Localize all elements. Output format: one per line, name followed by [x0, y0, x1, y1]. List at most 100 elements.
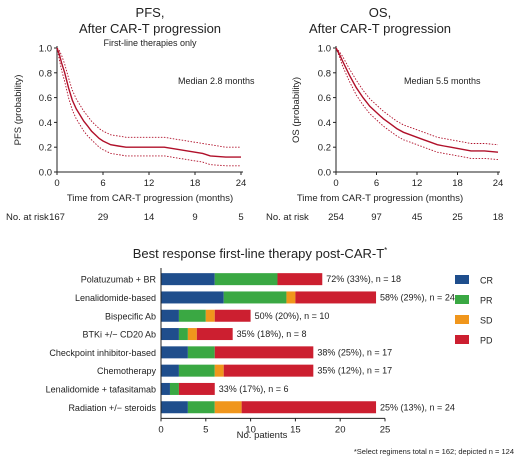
legend-swatch-pd: [455, 335, 469, 344]
legend-label-pd: PD: [480, 336, 493, 346]
bar-chart-title-text: Best response first-line therapy post-CA…: [133, 246, 384, 261]
category-label: Radiation +/− steroids: [68, 403, 156, 413]
bar-segment-sd: [205, 309, 215, 322]
bar-x-tick-label: 15: [290, 424, 301, 435]
os-y-tick-label: 0.6: [318, 93, 331, 104]
pfs-y-axis-label: PFS (probability): [13, 75, 24, 146]
pfs-title: PFS,: [136, 5, 165, 20]
pfs-at-risk-value: 167: [49, 212, 65, 223]
pfs-lower-curve: [56, 47, 241, 167]
pfs-upper-curve: [56, 47, 241, 148]
os-y-tick-label: 0.8: [318, 68, 331, 79]
pfs-x-tick-label: 12: [144, 178, 155, 189]
bar-value-label: 25% (13%), n = 24: [380, 402, 455, 412]
legend-swatch-sd: [455, 315, 469, 324]
os-at-risk-value: 25: [452, 212, 463, 223]
bar-segment-cr: [161, 273, 215, 286]
bar-value-label: 33% (17%), n = 6: [219, 384, 289, 394]
pfs-at-risk-value: 14: [144, 212, 155, 223]
bar-segment-cr: [161, 364, 179, 377]
bar-segment-cr: [161, 328, 179, 341]
bar-x-tick-label: 20: [335, 424, 346, 435]
bar-segment-pd: [214, 346, 314, 359]
bar-x-tick-label: 5: [203, 424, 208, 435]
os-at-risk-value: 18: [493, 212, 504, 223]
bar-segment-pr: [178, 364, 215, 377]
category-label: Chemotherapy: [97, 366, 157, 376]
pfs-y-tick-label: 0.6: [39, 93, 52, 104]
pfs-y-tick-label: 0.4: [39, 118, 52, 129]
bar-segment-pd: [223, 364, 314, 377]
bar-segment-pr: [223, 291, 287, 304]
bar-value-label: 50% (20%), n = 10: [255, 311, 330, 321]
category-label: Lenalidomide-based: [75, 293, 156, 303]
category-label: Checkpoint inhibitor-based: [49, 348, 156, 358]
bar-chart-title-mark: *: [384, 246, 387, 255]
bar-segment-pd: [241, 401, 377, 414]
bar-value-label: 35% (12%), n = 17: [317, 366, 392, 376]
category-label: Lenalidomide + tafasitamab: [46, 384, 156, 394]
os-x-tick-label: 24: [493, 178, 504, 189]
bar-segment-sd: [187, 328, 197, 341]
pfs-x-tick-label: 6: [100, 178, 105, 189]
legend-label-pr: PR: [480, 296, 493, 306]
bar-segment-pr: [214, 273, 278, 286]
os-x-axis-label: Time from CAR-T progression (months): [297, 193, 463, 204]
pfs-estimate-curve: [56, 47, 241, 158]
legend-label-sd: SD: [480, 316, 493, 326]
bar-segment-sd: [214, 364, 224, 377]
bar-value-label: 72% (33%), n = 18: [326, 274, 401, 284]
bar-segment-pr: [187, 346, 215, 359]
os-lower-curve: [335, 47, 499, 161]
bar-segment-cr: [161, 346, 188, 359]
bar-segment-pd: [178, 382, 215, 395]
bar-value-label: 58% (29%), n = 24: [380, 292, 455, 302]
os-x-tick-label: 18: [452, 178, 463, 189]
pfs-title-line2: After CAR-T progression: [79, 21, 221, 36]
os-y-tick-label: 0.0: [318, 168, 331, 179]
bar-footnote: *Select regimens total n = 162; depicted…: [354, 447, 514, 456]
bar-x-tick-label: 10: [245, 424, 256, 435]
bar-segment-cr: [161, 309, 179, 322]
pfs-y-tick-label: 1.0: [39, 44, 52, 55]
os-title-line2: After CAR-T progression: [309, 21, 451, 36]
legend-swatch-cr: [455, 275, 469, 284]
bar-x-axis-label: No. patients: [237, 430, 288, 441]
bar-segment-pd: [196, 328, 233, 341]
os-at-risk-value: 254: [328, 212, 344, 223]
pfs-at-risk-value: 9: [192, 212, 197, 223]
bar-chart-title: Best response first-line therapy post-CA…: [133, 246, 388, 261]
pfs-median-annotation: Median 2.8 months: [178, 76, 255, 86]
pfs-at-risk-label: No. at risk: [6, 212, 49, 223]
bar-segment-pr: [169, 382, 179, 395]
pfs-x-axis-label: Time from CAR-T progression (months): [67, 193, 233, 204]
os-x-tick-label: 12: [412, 178, 423, 189]
bar-value-label: 38% (25%), n = 17: [317, 347, 392, 357]
bar-segment-cr: [161, 401, 188, 414]
os-upper-curve: [335, 47, 499, 146]
pfs-x-tick-label: 24: [236, 178, 247, 189]
chart-marks: 0 167 6 29 12 14 18 9 24 5 0.0 0.2 0.4 0.6 0.8 1.0 0 254 6…: [39, 44, 504, 436]
pfs-y-tick-label: 0.8: [39, 68, 52, 79]
category-label: BTKi +/− CD20 Ab: [82, 330, 156, 340]
bar-segment-pr: [187, 401, 215, 414]
os-median-annotation: Median 5.5 months: [404, 76, 481, 86]
bar-value-label: 35% (18%), n = 8: [237, 329, 307, 339]
pfs-y-tick-label: 0.2: [39, 143, 52, 154]
os-estimate-curve: [335, 47, 499, 153]
bar-segment-pd: [295, 291, 377, 304]
pfs-subtitle: First-line therapies only: [103, 38, 197, 48]
pfs-at-risk-value: 29: [98, 212, 109, 223]
bar-segment-cr: [161, 382, 170, 395]
bar-segment-pd: [277, 273, 323, 286]
pfs-at-risk-value: 5: [238, 212, 243, 223]
bar-segment-sd: [286, 291, 296, 304]
os-title: OS,: [369, 5, 391, 20]
os-x-tick-label: 0: [333, 178, 338, 189]
os-at-risk-value: 45: [412, 212, 423, 223]
os-y-axis-label: OS (probability): [291, 77, 302, 143]
os-at-risk-label: No. at risk: [266, 212, 309, 223]
bar-x-tick-label: 0: [158, 424, 163, 435]
os-x-tick-label: 6: [374, 178, 379, 189]
